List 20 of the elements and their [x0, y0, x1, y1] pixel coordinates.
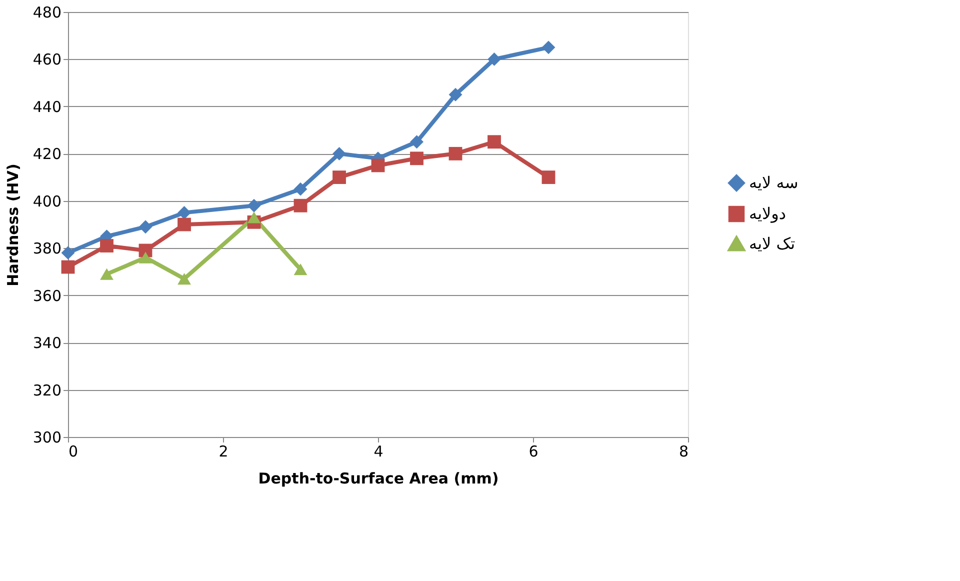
y-tick-label: 480 [32, 4, 62, 22]
y-tick-label: 420 [32, 145, 62, 164]
legend-label: سه لایه [749, 173, 798, 192]
legend-label: تک لایه [749, 234, 796, 253]
x-tick-label: 4 [374, 442, 384, 460]
y-tick-label: 360 [32, 286, 62, 305]
y-axis-title: Hardness (HV) [4, 164, 22, 286]
y-tick-label: 300 [32, 428, 62, 446]
y-tick-label: 340 [32, 334, 62, 352]
y-tick-label: 440 [32, 98, 62, 116]
y-tick-label: 460 [32, 50, 62, 69]
legend-label: دولایه [749, 204, 786, 223]
x-axis-title: Depth-to-Surface Area (mm) [258, 470, 499, 488]
x-tick-label: 0 [68, 442, 78, 460]
x-tick-label: 6 [528, 442, 538, 460]
x-tick-label: 2 [218, 442, 228, 460]
y-tick-label: 320 [32, 381, 62, 400]
y-tick-label: 380 [32, 240, 62, 258]
y-tick-label: 400 [32, 192, 62, 210]
x-tick-label: 8 [678, 442, 688, 460]
